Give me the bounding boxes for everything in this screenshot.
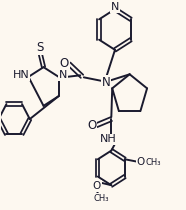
Text: O: O — [137, 157, 145, 167]
Text: N: N — [111, 2, 119, 12]
Text: O: O — [87, 119, 96, 132]
Text: S: S — [36, 41, 44, 54]
Text: NH: NH — [100, 134, 117, 144]
Text: CH₃: CH₃ — [94, 194, 109, 203]
Text: O: O — [59, 57, 69, 70]
Text: N: N — [59, 70, 67, 80]
Text: O: O — [93, 181, 101, 191]
Text: N: N — [101, 76, 110, 89]
Text: HN: HN — [13, 70, 30, 80]
Text: CH₃: CH₃ — [145, 158, 161, 167]
